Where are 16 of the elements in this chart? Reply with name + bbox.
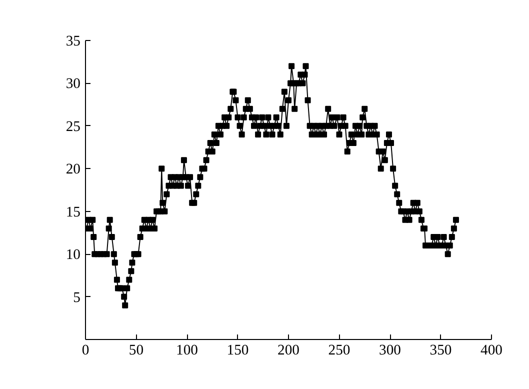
y-tick-label: 20 — [66, 162, 80, 178]
x-tick-label: 300 — [379, 342, 401, 358]
x-tick-label: 150 — [226, 342, 249, 358]
y-tick-label: 35 — [66, 34, 80, 50]
y-tick-label: 5 — [73, 290, 80, 306]
x-tick-label: 200 — [278, 342, 300, 358]
y-tick-label: 10 — [66, 247, 80, 264]
y-tick-label: 30 — [66, 76, 80, 92]
x-tick-label: 0 — [82, 342, 90, 358]
x-tick-label: 250 — [328, 342, 350, 358]
x-tick-label: 50 — [128, 342, 144, 358]
x-tick-label: 400 — [480, 342, 502, 358]
x-tick-label: 100 — [176, 342, 198, 358]
x-tick-label: 350 — [430, 342, 452, 358]
y-tick-label: 25 — [66, 118, 80, 135]
y-tick-label: 15 — [66, 204, 80, 220]
